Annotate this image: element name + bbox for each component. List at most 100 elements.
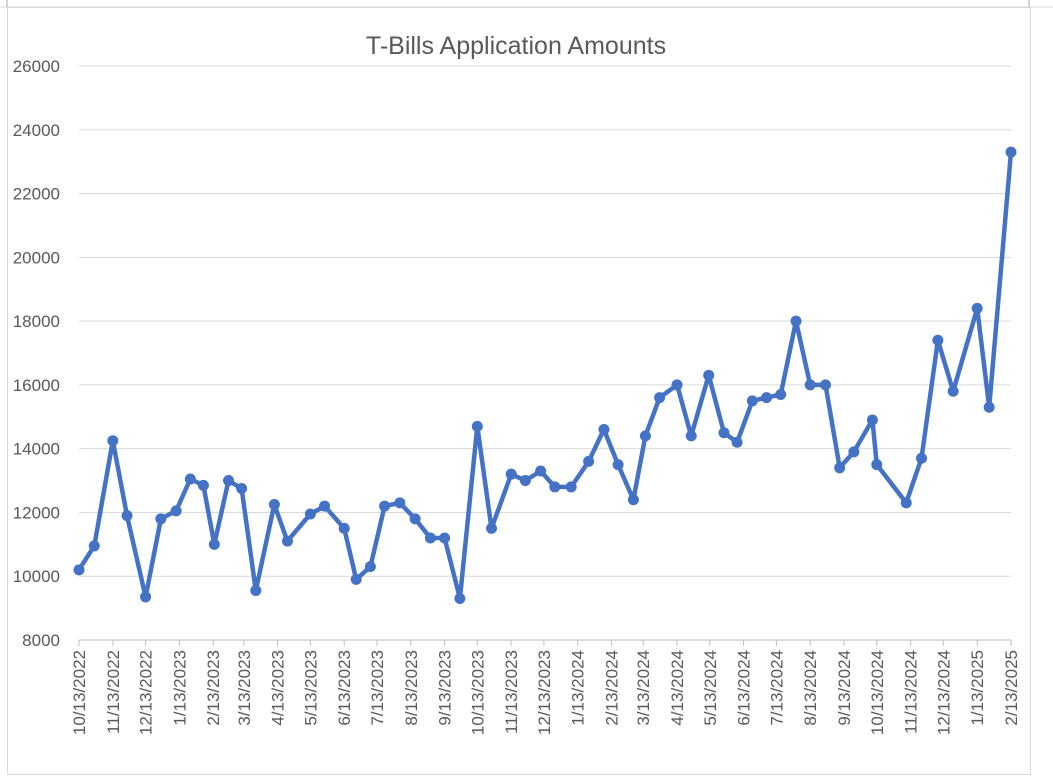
y-tick-label: 10000 bbox=[13, 567, 60, 586]
y-tick-label: 12000 bbox=[13, 503, 60, 522]
x-tick-label: 2/13/2025 bbox=[1002, 650, 1021, 726]
data-point bbox=[364, 561, 376, 573]
y-tick-labels: 8000 10000 12000 14000 16000 18000 20000 22000 2… bbox=[13, 57, 60, 650]
data-point bbox=[73, 564, 85, 576]
data-point bbox=[208, 538, 220, 550]
x-tick-label: 2/13/2023 bbox=[204, 650, 223, 726]
data-point bbox=[790, 315, 802, 327]
x-tick-label: 10/13/2023 bbox=[468, 650, 487, 735]
x-tick-label: 1/13/2023 bbox=[170, 650, 189, 726]
data-point bbox=[761, 392, 773, 404]
data-point bbox=[834, 462, 846, 474]
x-tick-label: 10/13/2024 bbox=[868, 650, 887, 735]
data-point bbox=[184, 473, 196, 485]
data-point bbox=[350, 573, 362, 585]
data-point bbox=[140, 591, 152, 603]
data-point bbox=[848, 446, 860, 458]
data-point bbox=[236, 483, 248, 495]
x-tick-label: 11/13/2024 bbox=[902, 650, 921, 734]
data-point bbox=[731, 436, 743, 448]
x-tick-label: 6/13/2024 bbox=[735, 650, 754, 726]
y-tick-label: 16000 bbox=[13, 376, 60, 395]
data-point bbox=[654, 392, 666, 404]
data-point bbox=[223, 475, 235, 487]
data-point bbox=[685, 430, 697, 442]
y-tick-label: 26000 bbox=[13, 57, 60, 76]
data-point bbox=[304, 508, 316, 520]
data-point bbox=[107, 435, 119, 447]
data-point bbox=[121, 510, 133, 522]
x-tick-label: 11/13/2023 bbox=[502, 650, 521, 734]
series-layer bbox=[73, 146, 1017, 605]
data-point bbox=[627, 494, 639, 506]
data-point bbox=[197, 479, 209, 491]
data-point bbox=[804, 379, 816, 391]
data-point bbox=[871, 459, 883, 471]
data-point bbox=[746, 395, 758, 407]
x-tick-label: 8/13/2023 bbox=[402, 650, 421, 726]
data-point bbox=[471, 420, 483, 432]
data-point bbox=[598, 424, 610, 436]
data-point bbox=[424, 532, 436, 544]
data-point bbox=[819, 379, 831, 391]
data-point bbox=[268, 498, 280, 510]
data-point bbox=[486, 522, 498, 534]
x-tick-label: 8/13/2024 bbox=[801, 650, 820, 726]
data-point bbox=[505, 468, 517, 480]
data-point bbox=[671, 379, 683, 391]
x-tick-labels: 10/13/2022 11/13/2022 12/13/2022 1/13/2023 2… bbox=[70, 650, 1021, 735]
y-tick-label: 14000 bbox=[13, 440, 60, 459]
x-tick-label: 7/13/2024 bbox=[767, 650, 786, 726]
x-tick-label: 12/13/2022 bbox=[137, 650, 156, 735]
data-point bbox=[409, 513, 421, 525]
x-tick-label: 5/13/2023 bbox=[301, 650, 320, 726]
y-tick-label: 22000 bbox=[13, 185, 60, 204]
x-tick-label: 9/13/2023 bbox=[436, 650, 455, 726]
data-point bbox=[281, 535, 293, 547]
data-point bbox=[916, 452, 928, 464]
y-tick-label: 18000 bbox=[13, 312, 60, 331]
data-point bbox=[703, 369, 715, 381]
data-point bbox=[612, 459, 624, 471]
y-tick-label: 20000 bbox=[13, 248, 60, 267]
x-tick-label: 7/13/2023 bbox=[368, 650, 387, 726]
data-point bbox=[639, 430, 651, 442]
data-point bbox=[983, 401, 995, 413]
data-point bbox=[535, 465, 547, 477]
axes bbox=[78, 639, 1012, 646]
data-point bbox=[454, 593, 466, 605]
y-tick-label: 8000 bbox=[22, 631, 60, 650]
data-point bbox=[439, 532, 451, 544]
x-tick-label: 12/13/2023 bbox=[535, 650, 554, 735]
data-point bbox=[947, 385, 959, 397]
chart-title: T-Bills Application Amounts bbox=[366, 32, 666, 60]
x-tick-label: 10/13/2022 bbox=[70, 650, 89, 735]
data-point bbox=[565, 481, 577, 493]
x-tick-label: 5/13/2024 bbox=[701, 650, 720, 726]
y-tick-label: 24000 bbox=[13, 121, 60, 140]
x-tick-label: 1/13/2025 bbox=[968, 650, 987, 726]
x-tick-label: 3/13/2024 bbox=[634, 650, 653, 726]
x-tick-label: 6/13/2023 bbox=[335, 650, 354, 726]
x-tick-label: 3/13/2023 bbox=[235, 650, 254, 726]
x-tick-label: 4/13/2023 bbox=[269, 650, 288, 726]
data-point bbox=[88, 540, 100, 552]
data-point bbox=[775, 388, 787, 400]
data-point bbox=[718, 427, 730, 439]
data-point bbox=[971, 302, 983, 314]
data-point bbox=[900, 497, 912, 509]
data-point bbox=[549, 481, 561, 493]
data-point bbox=[394, 497, 406, 509]
data-point bbox=[519, 475, 531, 487]
data-point bbox=[1005, 146, 1017, 158]
gridlines bbox=[79, 65, 1011, 577]
chart-border bbox=[7, 7, 1031, 775]
x-tick-label: 4/13/2024 bbox=[668, 650, 687, 726]
x-tick-label: 9/13/2024 bbox=[835, 650, 854, 726]
data-point bbox=[379, 500, 391, 512]
data-point bbox=[338, 522, 350, 534]
x-tick-label: 1/13/2024 bbox=[569, 650, 588, 726]
